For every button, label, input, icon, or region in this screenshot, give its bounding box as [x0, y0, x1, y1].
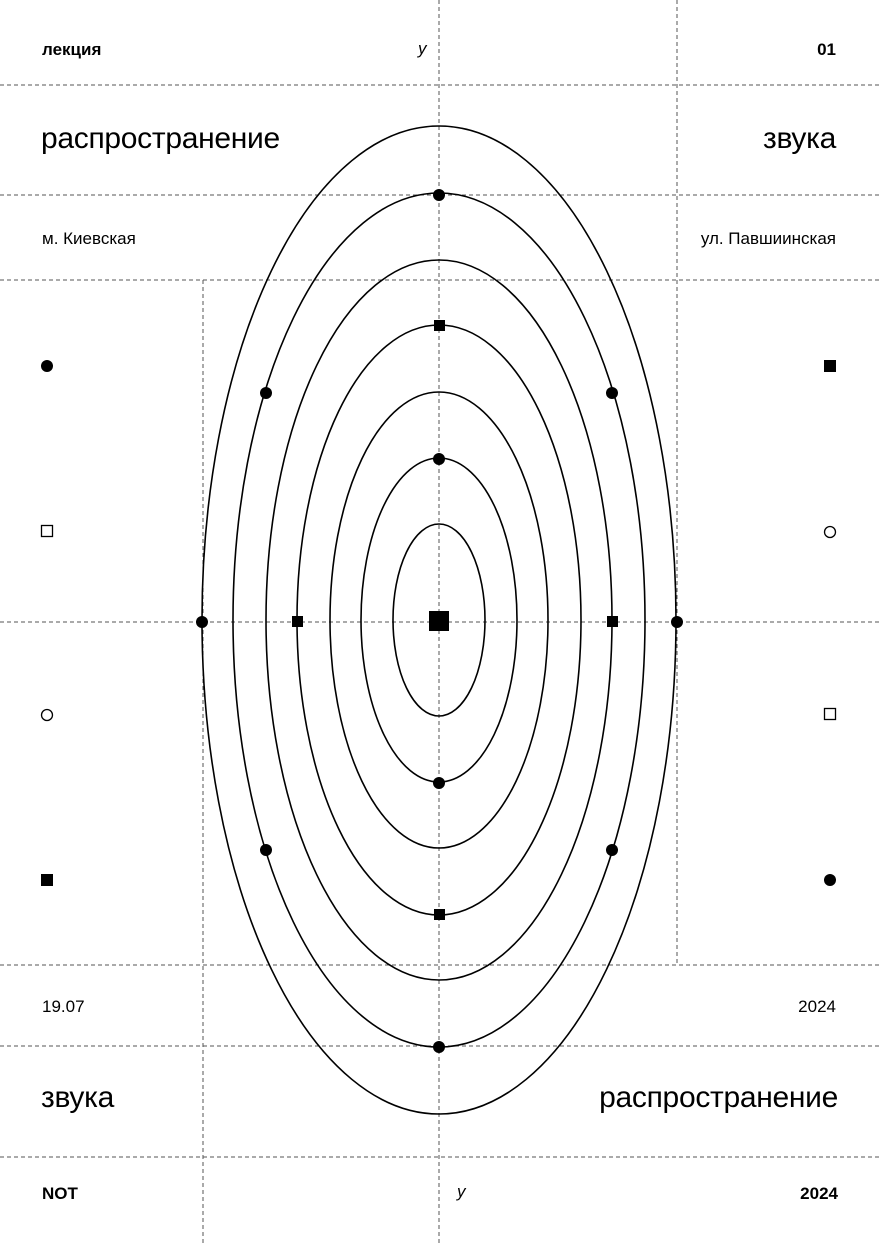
- hollow-square-icon: [823, 707, 837, 721]
- side-markers-right: [823, 360, 837, 886]
- marker-dot: [433, 1041, 445, 1053]
- marker-square: [434, 909, 445, 920]
- ring-1: [392, 523, 486, 717]
- ring-3: [329, 391, 549, 849]
- location-right: ул. Павшиинская: [700, 229, 836, 248]
- marker-dot: [671, 616, 683, 628]
- side-markers-left: [40, 360, 54, 886]
- marker-square: [292, 616, 303, 627]
- filled-square-icon: [824, 360, 836, 372]
- axis-label-bottom: у: [457, 1182, 466, 1201]
- date-left: 19.07: [42, 997, 85, 1016]
- center-source-square: [429, 611, 449, 631]
- marker-dot: [606, 844, 618, 856]
- marker-dot: [433, 453, 445, 465]
- marker-dot: [606, 387, 618, 399]
- filled-square-icon: [41, 874, 53, 886]
- marker-dot: [196, 616, 208, 628]
- headline-bottom-right: распространение: [599, 1081, 838, 1114]
- marker-dot: [433, 189, 445, 201]
- ring-markers: [196, 189, 683, 1053]
- location-left: м. Киевская: [42, 229, 136, 248]
- headline-bottom-left: звука: [41, 1081, 115, 1114]
- marker-dot: [433, 777, 445, 789]
- lecture-label: лекция: [42, 40, 102, 59]
- hollow-circle-icon: [823, 525, 837, 539]
- marker-dot: [260, 387, 272, 399]
- date-right: 2024: [798, 997, 836, 1016]
- lecture-number: 01: [817, 40, 836, 59]
- filled-circle-icon: [41, 360, 53, 372]
- headline-right: звука: [762, 122, 836, 155]
- marker-square: [434, 320, 445, 331]
- hollow-square-icon: [40, 524, 54, 538]
- footer-left: NOT: [42, 1184, 78, 1203]
- marker-square: [607, 616, 618, 627]
- filled-circle-icon: [824, 874, 836, 886]
- marker-dot: [260, 844, 272, 856]
- axis-label-top: у: [418, 39, 427, 58]
- footer-year: 2024: [800, 1184, 838, 1203]
- hollow-circle-icon: [40, 708, 54, 722]
- headline-left: распространение: [41, 122, 280, 155]
